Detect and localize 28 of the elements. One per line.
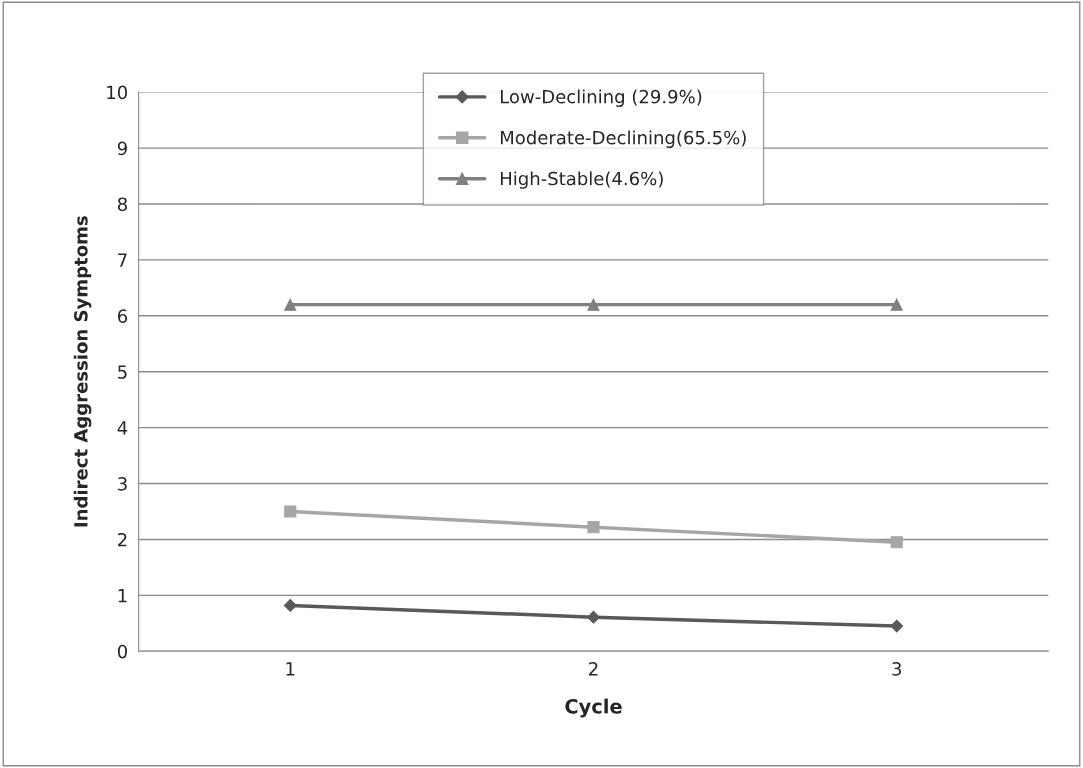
point — [890, 298, 903, 311]
legend-label: High-Stable(4.6%) — [500, 171, 663, 189]
point — [587, 298, 600, 311]
y-tick-label: 0 — [117, 644, 128, 659]
y-tick-label: 10 — [107, 85, 128, 100]
y-tick-label: 2 — [118, 532, 127, 547]
legend-label: Moderate-Declining(65.5%) — [500, 130, 746, 148]
y-tick-label: 1 — [118, 589, 127, 603]
y-tick-label: 9 — [117, 141, 127, 156]
point — [587, 610, 600, 624]
x-axis-title: Cycle — [565, 698, 622, 718]
y-tick-label: 4 — [117, 421, 128, 435]
point — [283, 599, 297, 612]
point — [890, 536, 903, 549]
y-axis-title: Indirect Aggression Symptoms — [73, 216, 92, 527]
point — [284, 298, 297, 311]
point — [890, 619, 904, 633]
y-tick-label: 6 — [117, 309, 128, 323]
y-tick-label: 8 — [117, 197, 127, 212]
y-tick-label: 3 — [118, 476, 127, 491]
x-tick-label: 2 — [589, 662, 598, 676]
legend-label: Low-Declining (29.9%) — [500, 89, 702, 107]
y-tick-label: 7 — [118, 253, 127, 267]
point — [284, 505, 297, 518]
point — [587, 521, 600, 534]
x-tick-label: 3 — [892, 662, 902, 676]
x-tick-label: 1 — [286, 662, 295, 676]
y-tick-label: 5 — [118, 365, 127, 379]
